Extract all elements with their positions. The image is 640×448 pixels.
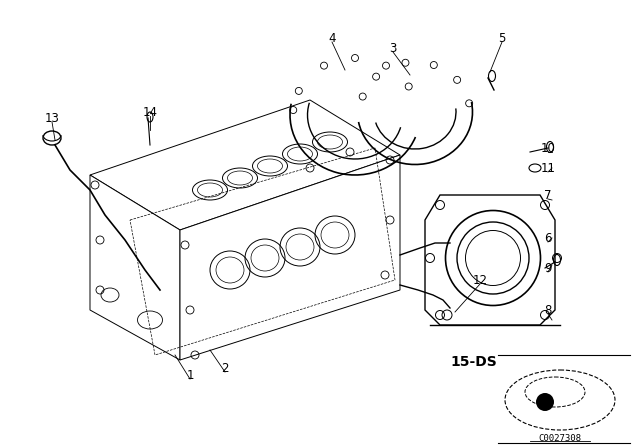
Text: 10: 10 <box>541 142 556 155</box>
Text: 11: 11 <box>541 161 556 175</box>
Text: 7: 7 <box>544 189 552 202</box>
Text: 4: 4 <box>328 31 336 44</box>
Text: 6: 6 <box>544 232 552 245</box>
Text: 12: 12 <box>472 273 488 287</box>
Polygon shape <box>90 175 180 360</box>
Text: 2: 2 <box>221 362 228 375</box>
Text: 1: 1 <box>186 369 194 382</box>
Text: 9: 9 <box>544 262 552 275</box>
Text: 14: 14 <box>143 105 157 119</box>
Text: 8: 8 <box>544 303 552 316</box>
Text: C0027308: C0027308 <box>538 434 582 443</box>
Text: 5: 5 <box>499 31 506 44</box>
Text: 3: 3 <box>389 42 397 55</box>
Polygon shape <box>425 195 555 325</box>
Polygon shape <box>180 155 400 360</box>
Text: 15-DS: 15-DS <box>450 355 497 369</box>
Polygon shape <box>90 100 400 230</box>
Circle shape <box>536 393 554 411</box>
Text: 13: 13 <box>45 112 60 125</box>
